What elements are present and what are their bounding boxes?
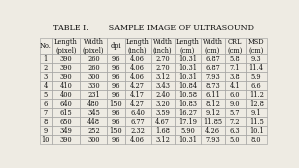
Text: TABLE I.        SAMPLE IMAGE OF ULTRASOUND: TABLE I. SAMPLE IMAGE OF ULTRASOUND <box>53 24 254 32</box>
